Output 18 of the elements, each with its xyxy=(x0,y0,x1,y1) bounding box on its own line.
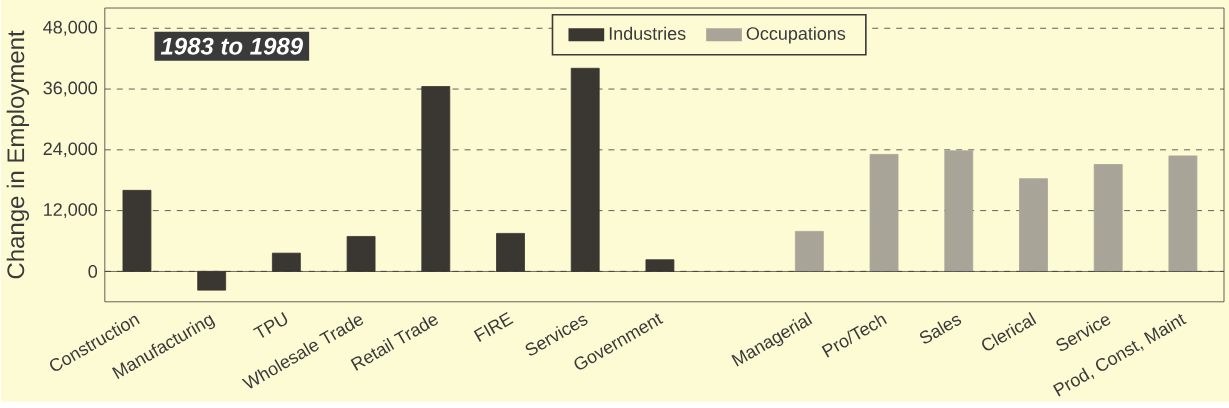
bar xyxy=(869,153,899,272)
x-tick-label: TPU xyxy=(252,311,288,338)
legend-label: Industries xyxy=(609,26,686,40)
x-tick-label: FIRE xyxy=(473,311,514,342)
y-tick-label: 36,000 xyxy=(43,81,98,97)
bar xyxy=(1093,163,1123,272)
x-tick-label: Sales xyxy=(919,315,962,344)
y-tick-label: 48,000 xyxy=(43,20,98,36)
y-tick-label: 12,000 xyxy=(44,203,98,218)
bar xyxy=(1019,178,1048,272)
annotation: 1983 to 1989 xyxy=(160,37,303,55)
bar xyxy=(1168,155,1198,272)
y-tick-label: 0 xyxy=(88,264,98,278)
bar xyxy=(944,150,974,272)
y-tick-label: 24,000 xyxy=(43,142,98,158)
bar xyxy=(794,230,824,272)
y-axis-title: Change in Employment xyxy=(6,30,30,279)
legend-label: Occupations xyxy=(746,26,846,44)
